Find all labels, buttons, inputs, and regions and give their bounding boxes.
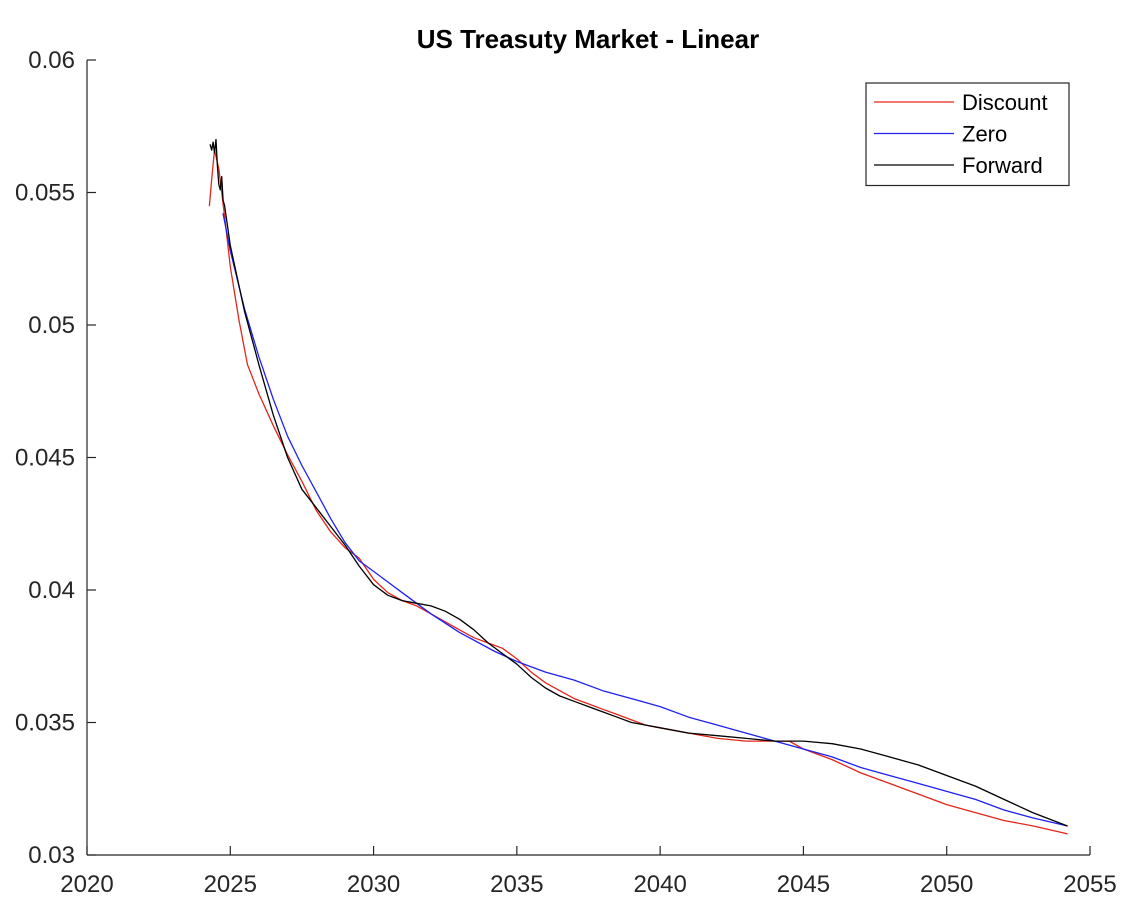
x-tick-label: 2035	[490, 871, 543, 898]
x-tick-label: 2045	[777, 871, 830, 898]
x-tick-label: 2055	[1063, 871, 1116, 898]
legend-label-zero: Zero	[962, 122, 1007, 147]
y-tick-label: 0.045	[15, 445, 75, 472]
y-tick-label: 0.035	[15, 710, 75, 737]
y-tick-label: 0.03	[28, 842, 75, 869]
y-tick-label: 0.04	[28, 577, 75, 604]
x-tick-label: 2030	[347, 871, 400, 898]
y-tick-label: 0.055	[15, 180, 75, 207]
y-tick-label: 0.05	[28, 312, 75, 339]
chart-title: US Treasuty Market - Linear	[417, 24, 759, 54]
series-lines	[208, 138, 1068, 835]
y-tick-label: 0.06	[28, 47, 75, 74]
series-line-discount	[208, 149, 1068, 835]
x-tick-label: 2040	[633, 871, 686, 898]
legend-label-forward: Forward	[962, 153, 1043, 178]
legend: Discount Zero Forward	[865, 82, 1070, 187]
axes: 2020 2025 2030 2035 2040 2045 2050 2055 0.03 0.03…	[15, 47, 1117, 898]
series-line-forward	[209, 138, 1068, 827]
legend-label-discount: Discount	[962, 90, 1048, 115]
legend-box	[865, 82, 1070, 187]
x-tick-label: 2020	[60, 871, 113, 898]
series-line-zero	[222, 213, 1068, 827]
x-tick-label: 2025	[204, 871, 257, 898]
x-tick-label: 2050	[920, 871, 973, 898]
